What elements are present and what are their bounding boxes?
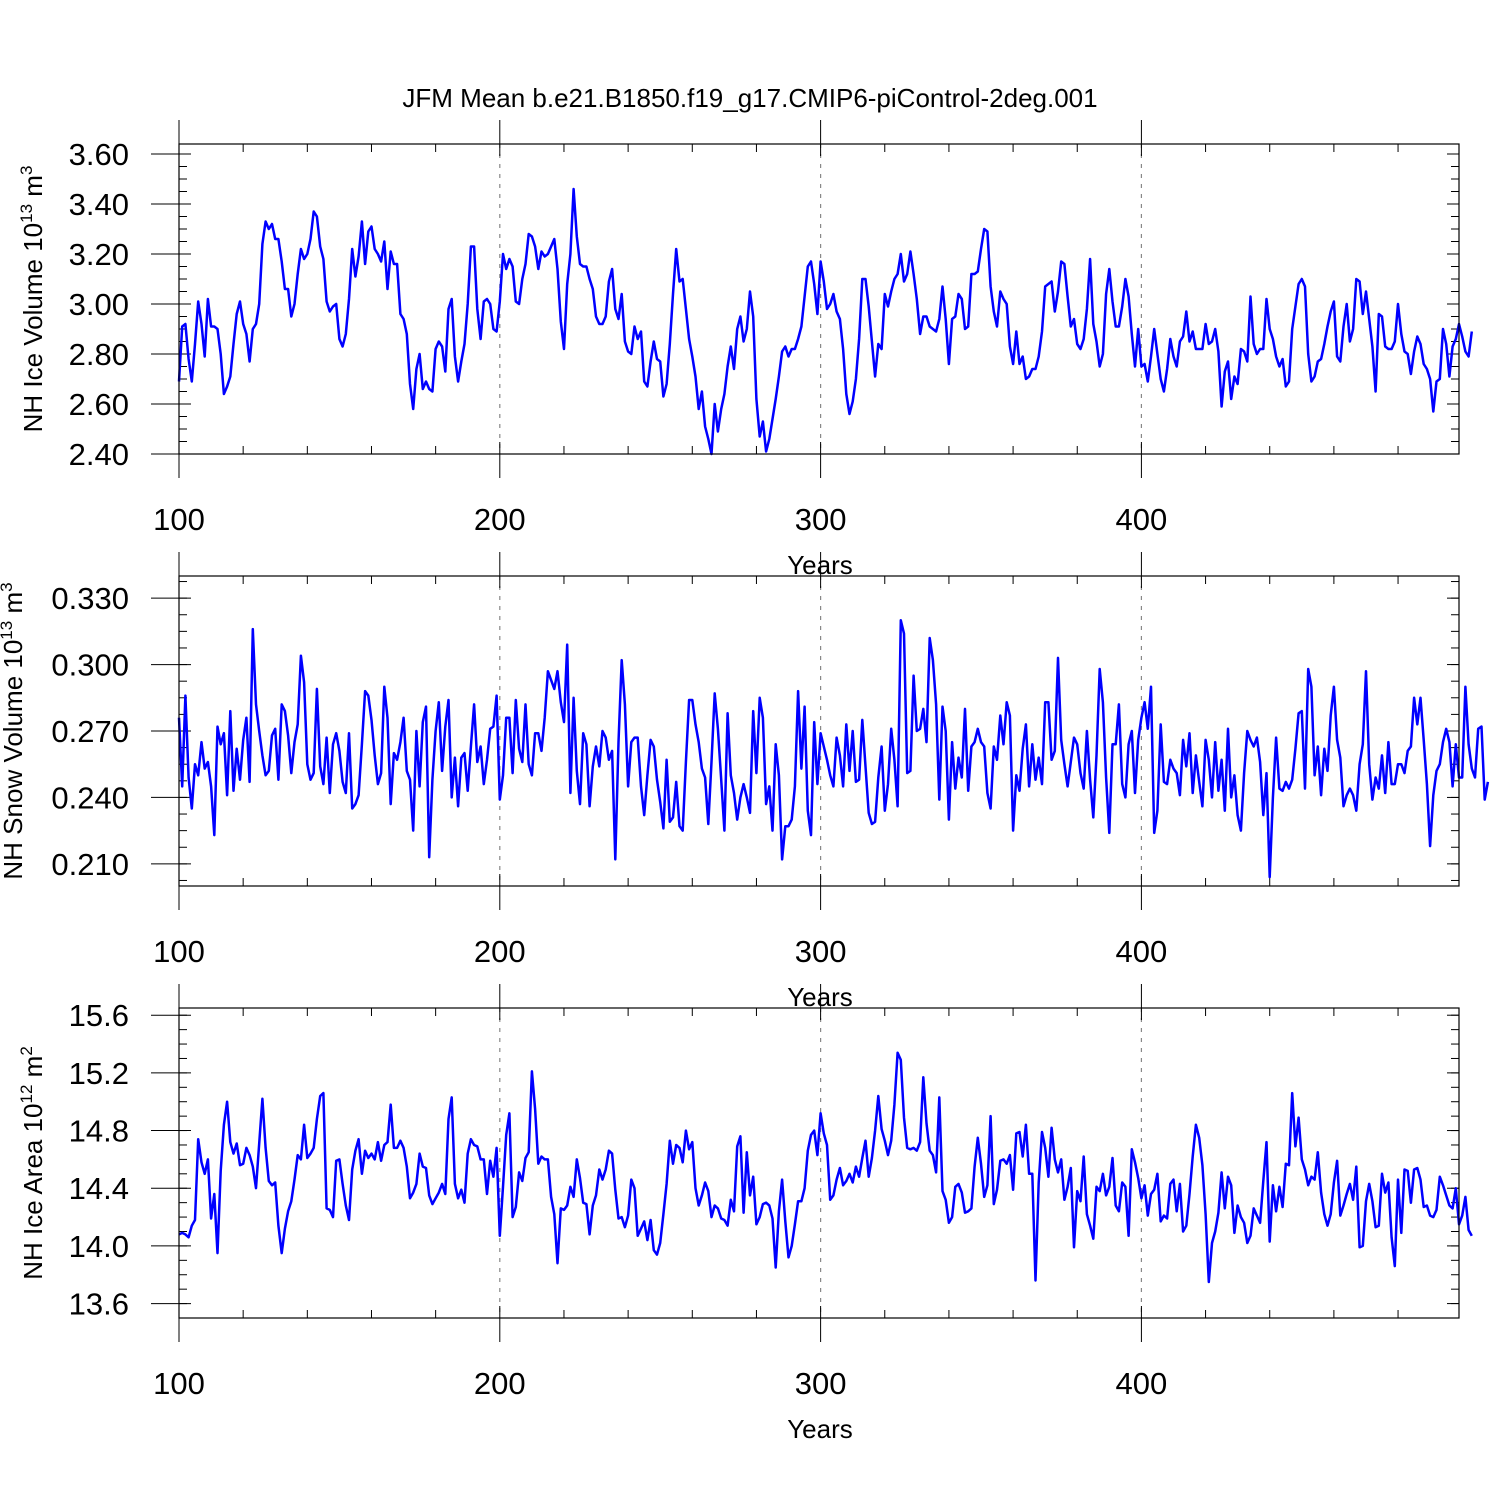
y-tick-label: 15.2	[69, 1056, 129, 1091]
x-tick-label: 200	[474, 934, 526, 969]
y-tick-label: 15.6	[69, 998, 129, 1033]
y-tick-label: 14.4	[69, 1171, 129, 1206]
series-line-snow-volume	[177, 619, 1490, 879]
y-tick-label: 3.60	[69, 137, 129, 172]
y-tick-label: 0.240	[51, 780, 129, 815]
x-tick-label: 300	[795, 934, 847, 969]
series-line-ice-volume	[177, 187, 1474, 456]
plot-frame	[178, 143, 1460, 455]
plot-frame	[178, 1007, 1460, 1319]
y-tick-label: 0.270	[51, 714, 129, 749]
ylabel-ice-area: NH Ice Area 1012 m2	[17, 1046, 48, 1280]
plot-frame	[178, 575, 1460, 887]
ylabel-ice-volume: NH Ice Volume 1013 m3	[17, 166, 48, 433]
y-tick-label: 0.300	[51, 648, 129, 683]
x-tick-label: 400	[1116, 934, 1168, 969]
x-tick-label: 100	[153, 1366, 205, 1401]
x-tick-label: 400	[1116, 1366, 1168, 1401]
ylabel-snow-volume: NH Snow Volume 1013 m3	[0, 582, 28, 879]
x-tick-label: 300	[795, 1366, 847, 1401]
y-tick-label: 2.60	[69, 387, 129, 422]
panel-snow-volume: NH Snow Volume 1013 m3 Years 100 200 300 40…	[0, 552, 1490, 1012]
x-tick-label: 400	[1116, 502, 1168, 537]
x-tick-label: 100	[153, 502, 205, 537]
xlabel-ice-volume: Years	[787, 550, 853, 580]
y-tick-label: 2.40	[69, 437, 129, 472]
panel-ice-area: NH Ice Area 1012 m2 Years 100 200 300 400 13…	[17, 984, 1473, 1444]
y-tick-label: 13.6	[69, 1287, 129, 1322]
x-tick-label: 200	[474, 502, 526, 537]
x-tick-label: 300	[795, 502, 847, 537]
panel-ice-volume: NH Ice Volume 1013 m3 Years 100 200 300 400…	[17, 120, 1474, 580]
y-tick-label: 14.0	[69, 1229, 129, 1264]
xlabel-ice-area: Years	[787, 1414, 853, 1444]
y-tick-label: 2.80	[69, 337, 129, 372]
xlabel-snow-volume: Years	[787, 982, 853, 1012]
y-tick-label: 3.20	[69, 237, 129, 272]
x-tick-label: 100	[153, 934, 205, 969]
figure-title: JFM Mean b.e21.B1850.f19_g17.CMIP6-piCon…	[402, 83, 1097, 113]
y-tick-label: 0.330	[51, 581, 129, 616]
y-tick-label: 3.40	[69, 187, 129, 222]
series-line-ice-area	[178, 1051, 1473, 1284]
y-tick-label: 14.8	[69, 1114, 129, 1149]
x-tick-label: 200	[474, 1366, 526, 1401]
y-tick-label: 0.210	[51, 847, 129, 882]
y-tick-label: 3.00	[69, 287, 129, 322]
